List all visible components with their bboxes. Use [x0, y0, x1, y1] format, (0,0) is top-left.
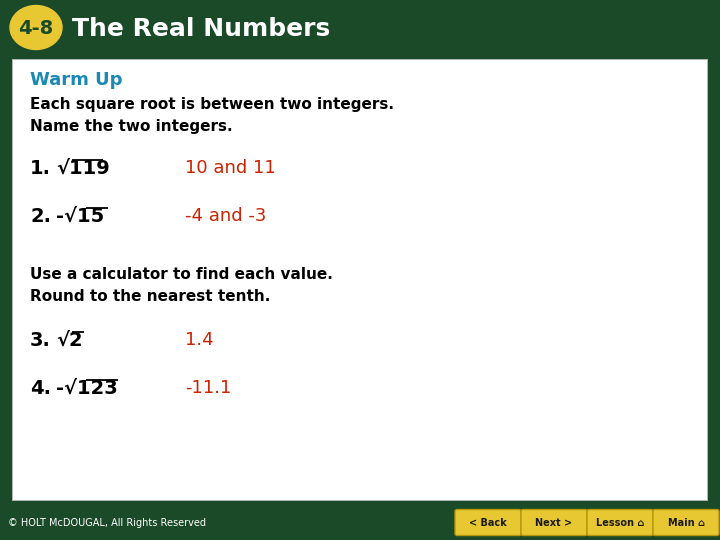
Text: 4-8: 4-8 [19, 19, 53, 38]
Ellipse shape [10, 5, 62, 50]
Text: 10 and 11: 10 and 11 [185, 159, 276, 177]
Text: Each square root is between two integers.: Each square root is between two integers… [30, 97, 394, 112]
FancyBboxPatch shape [521, 510, 587, 536]
FancyBboxPatch shape [12, 59, 708, 501]
Text: Warm Up: Warm Up [30, 71, 122, 89]
Text: © HOLT McDOUGAL, All Rights Reserved: © HOLT McDOUGAL, All Rights Reserved [8, 517, 206, 528]
Text: 1.: 1. [30, 159, 51, 178]
FancyBboxPatch shape [455, 510, 521, 536]
Text: -4 and -3: -4 and -3 [185, 207, 266, 225]
FancyBboxPatch shape [587, 510, 653, 536]
Text: Lesson ⌂: Lesson ⌂ [596, 517, 644, 528]
Text: Name the two integers.: Name the two integers. [30, 119, 233, 134]
Text: 4.: 4. [30, 379, 51, 398]
Text: < Back: < Back [469, 517, 507, 528]
Text: Next >: Next > [536, 517, 572, 528]
Text: √119: √119 [56, 159, 109, 178]
Text: Main ⌂: Main ⌂ [667, 517, 704, 528]
Text: The Real Numbers: The Real Numbers [72, 17, 330, 40]
FancyBboxPatch shape [653, 510, 719, 536]
Text: -√15: -√15 [56, 207, 104, 226]
Text: 1.4: 1.4 [185, 331, 214, 349]
Text: Use a calculator to find each value.: Use a calculator to find each value. [30, 267, 333, 282]
Text: 3.: 3. [30, 331, 51, 350]
Text: Round to the nearest tenth.: Round to the nearest tenth. [30, 289, 271, 304]
Text: 2.: 2. [30, 207, 51, 226]
Text: -11.1: -11.1 [185, 379, 231, 397]
Text: √2: √2 [56, 331, 83, 350]
Text: -√123: -√123 [56, 379, 118, 398]
